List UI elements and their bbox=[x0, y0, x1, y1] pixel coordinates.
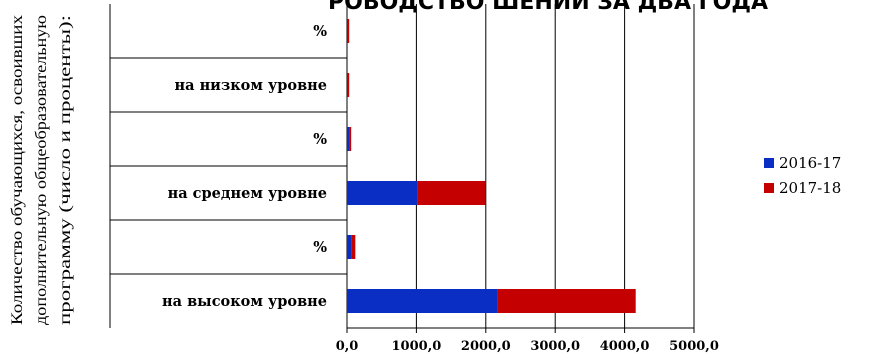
category-label-0: на высоком уровне bbox=[162, 293, 327, 310]
category-labels: на высоком уровне% на среднем уровне% на н… bbox=[162, 23, 327, 310]
y-axis-label: Количество обучающихся, освоивших дополни… bbox=[9, 15, 74, 325]
category-label-4: на низком уровне bbox=[175, 77, 327, 94]
bar-2017-18-cat-1 bbox=[351, 235, 356, 259]
x-tick-label-4: 4000,0 bbox=[600, 339, 650, 354]
legend-item-2016-17: 2016-17 bbox=[764, 150, 841, 175]
y-axis-label-lines: Количество обучающихся, освоивших дополни… bbox=[9, 15, 74, 325]
bar-2017-18-cat-4 bbox=[347, 73, 350, 97]
category-label-2: на среднем уровне bbox=[168, 185, 327, 202]
legend-item-2017-18: 2017-18 bbox=[764, 175, 841, 200]
x-tick-label-3: 3000,0 bbox=[530, 339, 580, 354]
category-label-5: % bbox=[313, 23, 327, 40]
bar-2016-17-cat-1 bbox=[347, 235, 352, 259]
y-axis-label-line-2: программу (число и проценты): bbox=[57, 15, 74, 325]
y-axis-label-line-0: Количество обучающихся, освоивших bbox=[9, 15, 26, 325]
x-tick-label-0: 0,0 bbox=[336, 339, 359, 354]
category-label-1: % bbox=[313, 239, 327, 256]
bar-2016-17-cat-3 bbox=[347, 127, 350, 151]
legend-label-2016-17: 2016-17 bbox=[779, 153, 842, 172]
x-tick-label-1: 1000,0 bbox=[392, 339, 442, 354]
x-tick-label-5: 5000,0 bbox=[669, 339, 719, 354]
category-label-3: % bbox=[313, 131, 327, 148]
x-tick-labels: 0,0 1000,0 2000,0 3000,0 4000,0 5000,0 bbox=[336, 339, 719, 354]
chart-title-fragment: РОВОДСТВО ШЕНИИ ЗА ДВА ГОДА bbox=[328, 0, 768, 15]
bar-2017-18-cat-0 bbox=[497, 289, 636, 313]
bar-2017-18-cat-2 bbox=[417, 181, 486, 205]
legend-label-2017-18: 2017-18 bbox=[779, 178, 842, 197]
legend-swatch-2016-17 bbox=[764, 157, 774, 168]
bar-2016-17-cat-2 bbox=[347, 181, 418, 205]
bars-group bbox=[347, 19, 636, 313]
x-tick-label-2: 2000,0 bbox=[461, 339, 511, 354]
gridlines bbox=[109, 4, 695, 333]
bar-2017-18-cat-5 bbox=[347, 19, 350, 43]
legend-swatch-2017-18 bbox=[764, 182, 774, 193]
legend: 2016-17 2017-18 bbox=[764, 150, 841, 200]
y-axis-label-line-1: дополнительную общеобразовательную bbox=[33, 15, 50, 325]
bar-2017-18-cat-3 bbox=[349, 127, 352, 151]
bar-2016-17-cat-0 bbox=[347, 289, 498, 313]
